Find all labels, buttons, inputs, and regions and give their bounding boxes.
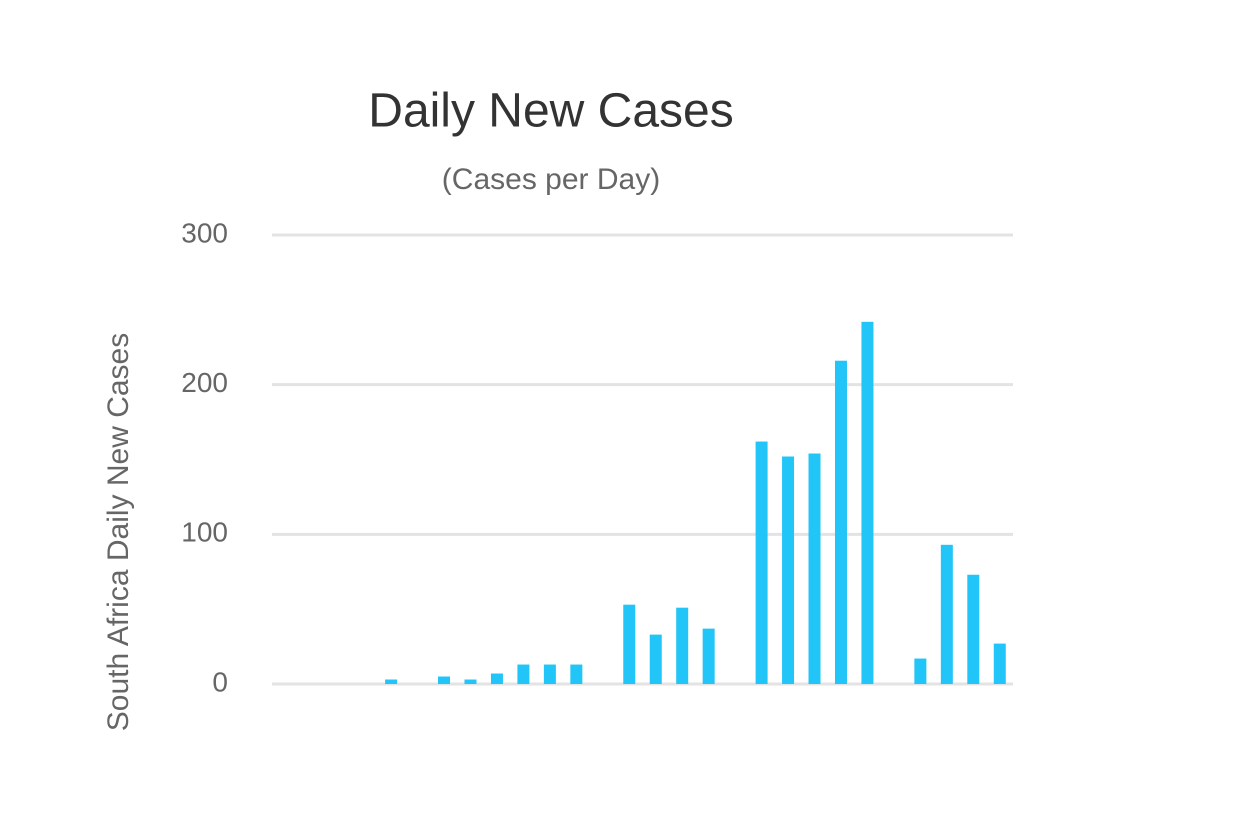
bar — [755, 441, 768, 684]
y-tick-label: 300 — [181, 217, 228, 248]
bar — [438, 676, 451, 684]
bar — [570, 664, 583, 684]
y-tick-label: 100 — [181, 517, 228, 548]
bar — [649, 634, 662, 684]
chart-subtitle: (Cases per Day) — [442, 163, 660, 196]
chart-title: Daily New Cases — [368, 85, 733, 138]
bar — [861, 321, 874, 684]
bar — [517, 664, 530, 684]
bar — [834, 360, 847, 684]
bar — [993, 643, 1006, 684]
bar — [543, 664, 556, 684]
bar — [676, 607, 689, 684]
y-tick-label: 200 — [181, 367, 228, 398]
bar — [808, 453, 821, 684]
bar — [914, 658, 927, 684]
bar — [782, 456, 795, 684]
bar — [490, 673, 503, 684]
bar — [940, 544, 953, 684]
y-axis-label: South Africa Daily New Cases — [102, 333, 135, 732]
bar — [385, 679, 398, 684]
bar — [967, 574, 980, 684]
bar — [623, 604, 636, 684]
bar — [702, 628, 715, 684]
bar — [464, 679, 477, 684]
y-tick-label: 0 — [212, 666, 228, 697]
